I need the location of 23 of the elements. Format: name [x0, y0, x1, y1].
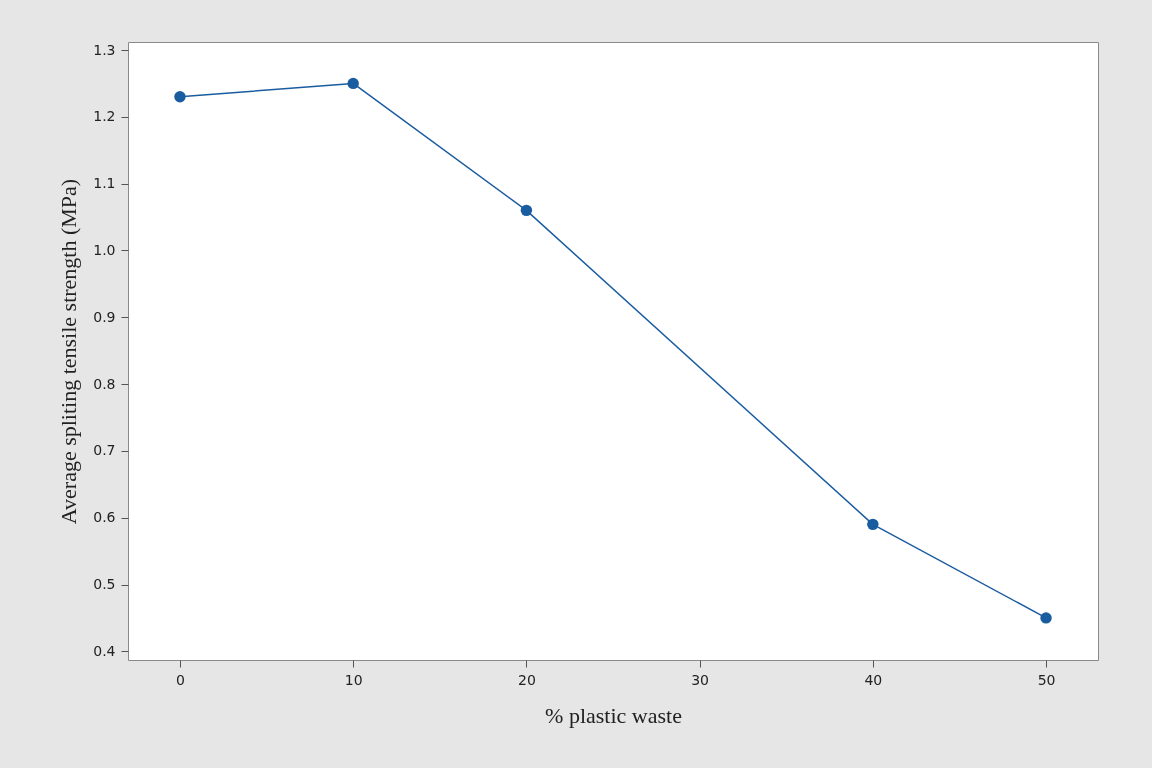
y-tick-label: 0.5 [93, 576, 116, 592]
y-axis-title: Average spliting tensile strength (MPa) [56, 178, 82, 525]
y-tick-label: 1.3 [93, 41, 116, 58]
y-tick-label: 0.4 [93, 642, 116, 659]
y-tick-label: 1.2 [93, 108, 116, 125]
point [174, 91, 186, 103]
x-tick-label: 10 [344, 671, 363, 688]
y-tick-label: 0.8 [93, 375, 116, 392]
point [520, 204, 533, 217]
x-tick-label: 40 [864, 671, 883, 688]
x-tick-label: 50 [1037, 671, 1056, 688]
y-tick-label: 1.0 [93, 241, 116, 258]
y-tick-label: 0.9 [93, 308, 116, 325]
y-tick-label: 0.6 [93, 509, 116, 526]
x-axis-title: % plastic waste [545, 702, 682, 728]
x-tick-label: 0 [176, 671, 185, 688]
point [347, 77, 359, 90]
y-tick-label: 1.1 [93, 175, 116, 192]
x-tick-label: 20 [517, 671, 536, 688]
x-tick-label: 30 [691, 671, 710, 688]
y-tick-label: 0.7 [93, 442, 116, 459]
point [1040, 612, 1052, 624]
point [867, 518, 879, 531]
